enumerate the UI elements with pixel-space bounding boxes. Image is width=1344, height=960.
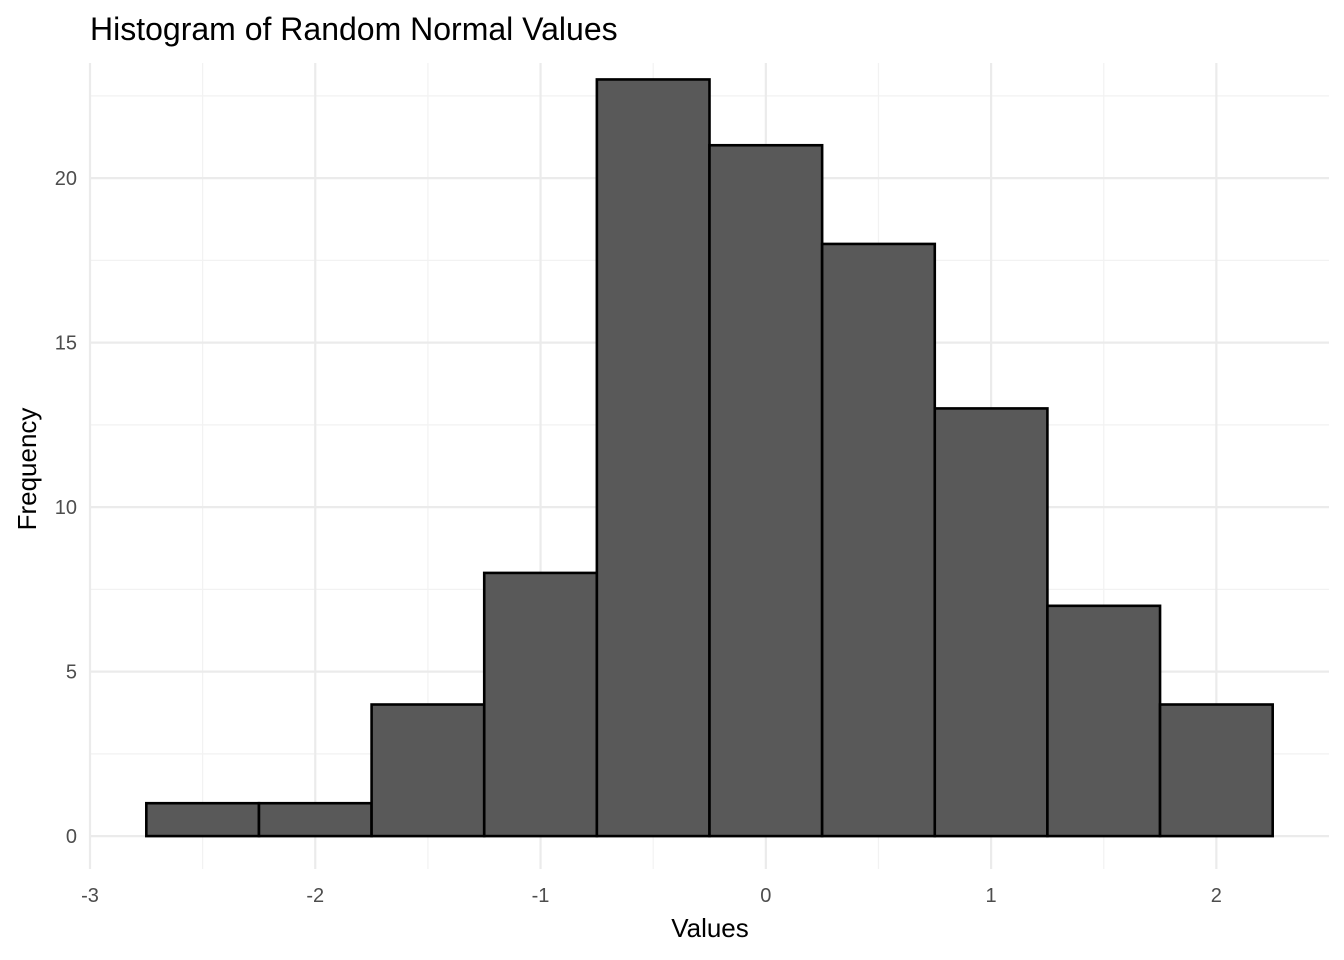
y-tick-label: 10 [55, 497, 77, 519]
histogram-bar [933, 407, 1049, 838]
y-tick-label: 20 [55, 168, 77, 190]
histogram-bar [1158, 703, 1274, 838]
x-axis-title: Values [671, 913, 749, 943]
histogram-bar [708, 143, 824, 838]
x-axis-ticks: -3 -2 -1 0 1 2 [81, 885, 1222, 907]
x-tick-label: 2 [1211, 885, 1222, 907]
chart-title: Histogram of Random Normal Values [90, 11, 618, 47]
histogram-bar [595, 78, 711, 838]
x-tick-label: -2 [306, 885, 324, 907]
x-tick-label: -3 [81, 885, 99, 907]
histogram-bar [820, 242, 937, 838]
histogram-bar [482, 571, 599, 838]
histogram-bar [1046, 604, 1162, 838]
y-tick-label: 5 [66, 662, 77, 684]
y-axis-ticks: 0 5 10 15 20 [55, 168, 77, 848]
x-tick-label: -1 [532, 885, 550, 907]
bars [145, 78, 1274, 838]
histogram-bar [145, 801, 261, 838]
x-tick-label: 0 [760, 885, 771, 907]
y-tick-label: 15 [55, 333, 77, 355]
y-tick-label: 0 [66, 826, 77, 848]
histogram-bar [370, 703, 486, 838]
y-axis-title: Frequency [12, 408, 42, 531]
x-tick-label: 1 [986, 885, 997, 907]
histogram-bar [257, 801, 373, 838]
